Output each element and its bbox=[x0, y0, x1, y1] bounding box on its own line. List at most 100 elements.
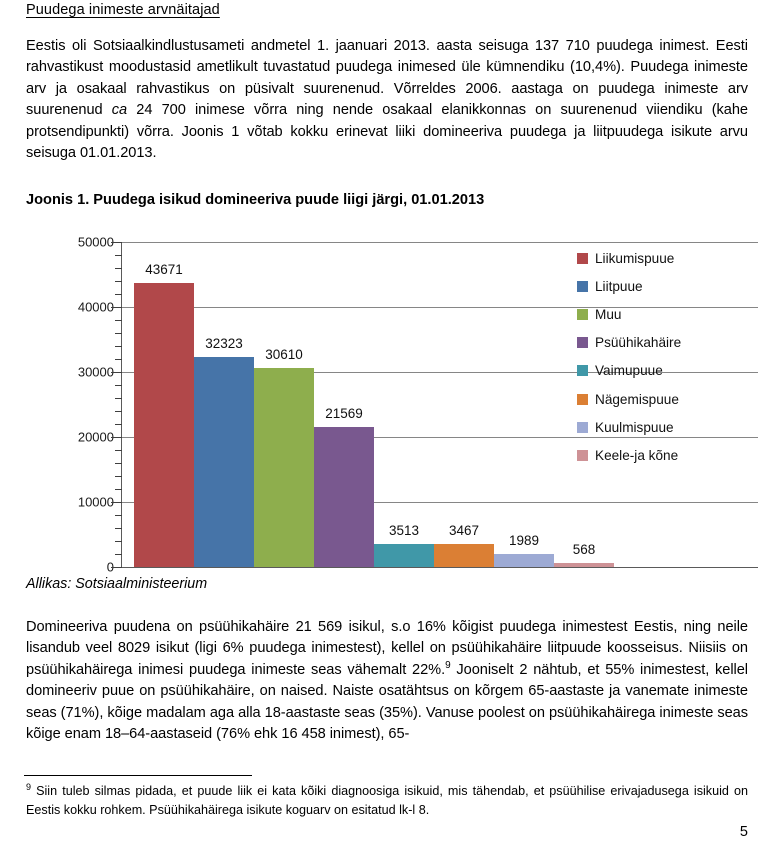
page-number: 5 bbox=[739, 824, 748, 840]
y-axis-minor-tick bbox=[115, 489, 122, 490]
y-axis-tick-label: 0 bbox=[107, 560, 114, 575]
plot-area: 43671 32323 30610 21569 3513 3467 1989 568 bbox=[122, 228, 758, 573]
legend-color-swatch bbox=[577, 308, 588, 320]
intro-text-part1: Eestis oli Sotsiaalkindlustusameti andme… bbox=[26, 38, 748, 119]
footnote-reference[interactable]: 9 bbox=[445, 659, 451, 671]
y-axis-labels: 0 10000 20000 30000 40000 50000 bbox=[18, 228, 114, 575]
y-axis-minor-tick bbox=[115, 411, 122, 412]
y-axis-tick-label: 10000 bbox=[77, 494, 114, 510]
y-axis-minor-tick bbox=[115, 398, 122, 399]
footnote-marker: 9 bbox=[26, 781, 32, 792]
bar-value-label: 3513 bbox=[388, 523, 420, 539]
gridline bbox=[122, 372, 758, 373]
footnote: 9 Siin tuleb silmas pidada, et puude lii… bbox=[26, 782, 748, 819]
y-axis-minor-tick bbox=[115, 255, 122, 256]
y-axis-minor-tick bbox=[115, 450, 122, 451]
bar[interactable] bbox=[134, 283, 194, 567]
bar-chart: 0 10000 20000 30000 40000 50000 43671 32323 306… bbox=[18, 228, 758, 575]
gridline bbox=[122, 437, 758, 438]
y-axis-minor-tick bbox=[115, 476, 122, 477]
bar-value-label: 21569 bbox=[325, 405, 363, 421]
y-axis-minor-tick bbox=[115, 281, 122, 282]
y-axis-line bbox=[121, 242, 122, 568]
bar[interactable] bbox=[434, 544, 494, 567]
legend-item[interactable]: Keele-ja kõne bbox=[577, 441, 712, 469]
y-axis-major-tick bbox=[111, 372, 122, 373]
figure-caption: Joonis 1. Puudega isikud domineeriva puu… bbox=[26, 192, 485, 208]
gridline bbox=[122, 567, 758, 568]
bar-value-label: 32323 bbox=[205, 335, 243, 351]
legend-color-swatch bbox=[577, 449, 588, 461]
y-axis-major-tick bbox=[111, 437, 122, 438]
legend-color-swatch bbox=[577, 421, 588, 433]
legend-item[interactable]: Liikumispuue bbox=[577, 244, 712, 272]
gridline bbox=[122, 307, 758, 308]
legend-item[interactable]: Kuulmispuue bbox=[577, 413, 712, 441]
y-axis-minor-tick bbox=[115, 294, 122, 295]
y-axis-minor-tick bbox=[115, 359, 122, 360]
y-axis-minor-tick bbox=[115, 424, 122, 425]
legend-label: Muu bbox=[595, 306, 622, 322]
legend-item[interactable]: Muu bbox=[577, 300, 712, 328]
y-axis-major-tick bbox=[111, 242, 122, 243]
legend-item[interactable]: Vaimupuue bbox=[577, 357, 712, 385]
bar-value-label: 43671 bbox=[145, 262, 183, 278]
legend-label: Vaimupuue bbox=[595, 363, 663, 379]
y-axis-tick-label: 50000 bbox=[77, 234, 114, 250]
y-axis-tick-label: 30000 bbox=[77, 364, 114, 380]
section-heading: Puudega inimeste arvnäitajad bbox=[26, 2, 220, 18]
bar-column[interactable]: 32323 bbox=[194, 242, 254, 567]
chart-gridlines bbox=[122, 228, 758, 573]
bar-value-label: 30610 bbox=[265, 347, 303, 363]
chart-legend: Liikumispuue Liitpuue Muu Psüühikahäire Vaim… bbox=[577, 244, 712, 470]
figure-source-note: Allikas: Sotsiaalministeerium bbox=[26, 576, 208, 592]
y-axis-minor-tick bbox=[115, 541, 122, 542]
bar[interactable] bbox=[494, 554, 554, 567]
bar-column[interactable]: 568 bbox=[554, 242, 614, 567]
y-axis-minor-tick bbox=[115, 554, 122, 555]
legend-item[interactable]: Liitpuue bbox=[577, 272, 712, 300]
bar-column[interactable]: 30610 bbox=[254, 242, 314, 567]
legend-color-swatch bbox=[577, 393, 588, 405]
bar[interactable] bbox=[554, 563, 614, 567]
bar-column[interactable]: 43671 bbox=[134, 242, 194, 567]
y-axis-minor-tick bbox=[115, 320, 122, 321]
bar-value-label: 1989 bbox=[508, 533, 540, 549]
intro-paragraph: Eestis oli Sotsiaalkindlustusameti andme… bbox=[26, 36, 748, 164]
y-axis-minor-tick bbox=[115, 346, 122, 347]
bar[interactable] bbox=[194, 356, 254, 567]
legend-label: Psüühikahäire bbox=[595, 335, 682, 351]
legend-color-swatch bbox=[577, 252, 588, 264]
legend-label: Liitpuue bbox=[595, 278, 643, 294]
y-axis-major-tick bbox=[111, 502, 122, 503]
body-paragraph: Domineeriva puudena on psüühikahäire 21 … bbox=[26, 617, 748, 745]
legend-color-swatch bbox=[577, 280, 588, 292]
legend-color-swatch bbox=[577, 337, 588, 349]
body-text-part1: Domineeriva puudena on psüühikahäire 21 … bbox=[26, 619, 748, 678]
y-axis-major-tick bbox=[111, 307, 122, 308]
bar-column[interactable]: 3467 bbox=[434, 242, 494, 567]
gridline bbox=[122, 242, 758, 243]
y-axis-minor-tick bbox=[115, 515, 122, 516]
legend-item[interactable]: Psüühikahäire bbox=[577, 329, 712, 357]
intro-text-part2: 24 700 inimese võrra ning nende osakaal … bbox=[26, 102, 748, 162]
legend-item[interactable]: Nägemispuue bbox=[577, 385, 712, 413]
bar-series: 43671 32323 30610 21569 3513 3467 1989 568 bbox=[134, 242, 614, 567]
y-axis-minor-tick bbox=[115, 463, 122, 464]
bar[interactable] bbox=[314, 426, 374, 567]
y-axis-major-tick bbox=[111, 567, 122, 568]
body-text-part2: Jooniselt 2 nähtub, et 55% inimestest, k… bbox=[26, 661, 749, 743]
legend-label: Liikumispuue bbox=[595, 250, 675, 266]
bar-column[interactable]: 21569 bbox=[314, 242, 374, 567]
y-axis-minor-tick bbox=[115, 333, 122, 334]
legend-label: Keele-ja kõne bbox=[595, 447, 679, 463]
bar-column[interactable]: 1989 bbox=[494, 242, 554, 567]
legend-color-swatch bbox=[577, 365, 588, 377]
legend-label: Kuulmispuue bbox=[595, 419, 674, 435]
bar[interactable] bbox=[254, 368, 314, 567]
y-axis-minor-tick bbox=[115, 528, 122, 529]
bar-column[interactable]: 3513 bbox=[374, 242, 434, 567]
bar[interactable] bbox=[374, 544, 434, 567]
intro-text-italic: ca bbox=[111, 102, 128, 119]
